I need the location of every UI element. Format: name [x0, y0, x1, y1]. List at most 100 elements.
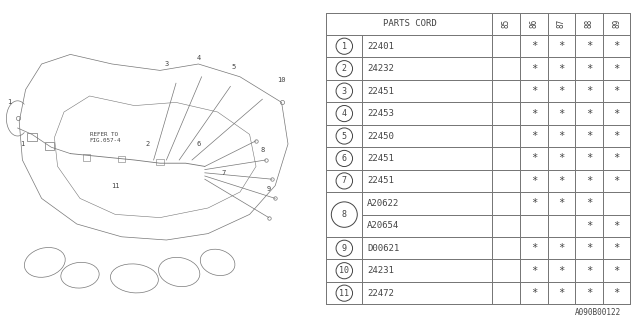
Bar: [575, 102, 603, 125]
Bar: [548, 170, 575, 192]
Text: *: *: [558, 266, 564, 276]
Text: 6: 6: [196, 141, 200, 147]
Text: *: *: [531, 176, 537, 186]
Text: *: *: [558, 288, 564, 298]
Text: 22451: 22451: [367, 87, 394, 96]
Text: 88: 88: [584, 19, 593, 28]
Text: 2: 2: [145, 141, 149, 147]
Bar: [548, 125, 575, 147]
Text: *: *: [531, 108, 537, 119]
Bar: [520, 237, 548, 260]
Text: 3: 3: [342, 87, 347, 96]
Bar: [326, 237, 362, 260]
Text: *: *: [531, 41, 537, 51]
Text: *: *: [558, 64, 564, 74]
Bar: [83, 154, 90, 161]
Text: *: *: [558, 176, 564, 186]
Text: 7: 7: [222, 170, 226, 176]
Bar: [603, 147, 630, 170]
Text: 7: 7: [342, 176, 347, 185]
Text: 5: 5: [342, 132, 347, 140]
Bar: [548, 58, 575, 80]
Bar: [548, 102, 575, 125]
Bar: [575, 147, 603, 170]
Bar: [493, 12, 520, 35]
Text: *: *: [558, 243, 564, 253]
Bar: [156, 159, 164, 165]
Bar: [548, 282, 575, 304]
Text: D00621: D00621: [367, 244, 399, 253]
Bar: [362, 237, 493, 260]
Bar: [603, 35, 630, 58]
Bar: [493, 192, 520, 215]
Bar: [603, 58, 630, 80]
Text: *: *: [614, 108, 620, 119]
Text: 24232: 24232: [367, 64, 394, 73]
Bar: [548, 147, 575, 170]
Bar: [493, 260, 520, 282]
Text: *: *: [558, 154, 564, 164]
Bar: [548, 80, 575, 102]
Bar: [575, 215, 603, 237]
Bar: [493, 147, 520, 170]
Bar: [520, 147, 548, 170]
Bar: [575, 282, 603, 304]
Text: *: *: [586, 176, 592, 186]
Bar: [362, 260, 493, 282]
Bar: [493, 215, 520, 237]
Bar: [603, 170, 630, 192]
Text: 3: 3: [164, 61, 168, 67]
Bar: [326, 102, 362, 125]
Text: *: *: [586, 64, 592, 74]
Bar: [603, 102, 630, 125]
Text: *: *: [531, 86, 537, 96]
Bar: [326, 125, 362, 147]
Bar: [362, 35, 493, 58]
Bar: [575, 58, 603, 80]
Text: 24231: 24231: [367, 266, 394, 275]
Text: *: *: [558, 86, 564, 96]
Text: *: *: [586, 243, 592, 253]
Text: 89: 89: [612, 19, 621, 28]
Text: 9: 9: [342, 244, 347, 253]
Text: REFER TO
FIG.057-4: REFER TO FIG.057-4: [90, 132, 121, 143]
Bar: [362, 80, 493, 102]
Text: *: *: [558, 131, 564, 141]
Bar: [520, 192, 548, 215]
Text: *: *: [531, 288, 537, 298]
Bar: [493, 35, 520, 58]
Bar: [326, 170, 362, 192]
Bar: [575, 80, 603, 102]
Bar: [575, 260, 603, 282]
Text: 85: 85: [502, 19, 511, 28]
Bar: [520, 102, 548, 125]
Text: *: *: [586, 131, 592, 141]
Bar: [603, 260, 630, 282]
Text: *: *: [614, 86, 620, 96]
Text: 8: 8: [260, 148, 264, 153]
Bar: [603, 215, 630, 237]
Bar: [603, 192, 630, 215]
Text: *: *: [614, 176, 620, 186]
Bar: [548, 192, 575, 215]
Text: 8: 8: [342, 210, 347, 219]
Text: 4: 4: [342, 109, 347, 118]
Bar: [520, 125, 548, 147]
Text: *: *: [531, 64, 537, 74]
Bar: [548, 260, 575, 282]
Text: 11: 11: [111, 183, 120, 188]
Text: *: *: [531, 266, 537, 276]
Text: A20654: A20654: [367, 221, 399, 230]
Text: A090B00122: A090B00122: [575, 308, 621, 317]
Text: *: *: [614, 64, 620, 74]
Text: 86: 86: [529, 19, 538, 28]
Bar: [520, 170, 548, 192]
Bar: [493, 282, 520, 304]
Bar: [520, 260, 548, 282]
Bar: [603, 12, 630, 35]
Text: 1: 1: [8, 100, 12, 105]
Text: *: *: [531, 154, 537, 164]
Bar: [603, 237, 630, 260]
Text: 22451: 22451: [367, 154, 394, 163]
Bar: [575, 237, 603, 260]
